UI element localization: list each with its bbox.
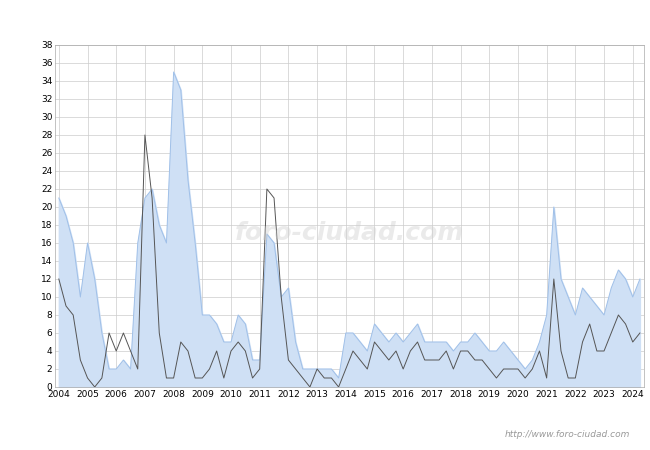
- Text: http://www.foro-ciudad.com: http://www.foro-ciudad.com: [505, 430, 630, 439]
- Text: foro-ciudad.com: foro-ciudad.com: [235, 221, 464, 245]
- Text: Guareña - Evolucion del Nº de Transacciones Inmobiliarias: Guareña - Evolucion del Nº de Transaccio…: [111, 11, 539, 26]
